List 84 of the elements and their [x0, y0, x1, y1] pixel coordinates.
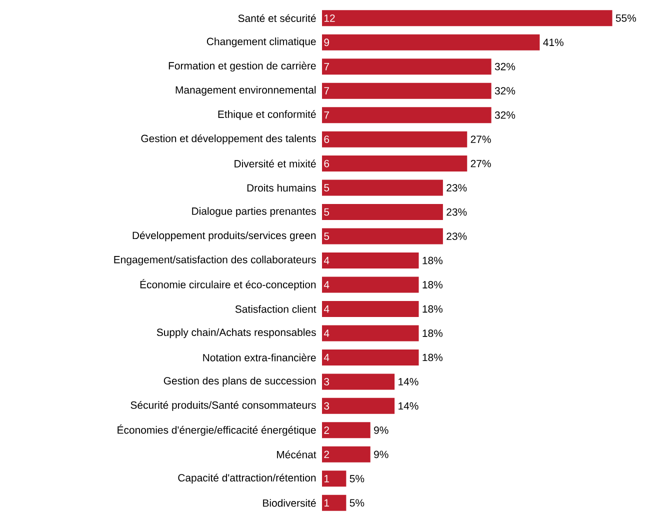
annotation: 18%: [422, 354, 443, 362]
data-label: 1: [324, 475, 329, 482]
data-label: 6: [324, 136, 330, 144]
y-tick-label: Sécurité produits/Santé consommateurs: [130, 400, 316, 411]
data-label: 7: [324, 63, 329, 70]
data-label: 2: [324, 450, 329, 458]
data-label: 4: [324, 330, 330, 337]
y-tick-label: Droits humains: [247, 184, 316, 192]
bar: [322, 204, 443, 220]
data-label: 12: [324, 14, 335, 22]
bar: [322, 131, 468, 148]
annotation: 32%: [494, 87, 516, 95]
y-tick-label: Mécénat: [277, 450, 316, 458]
bar: [322, 82, 492, 99]
data-label: 4: [324, 305, 330, 313]
y-tick-label: Changement climatique: [206, 37, 316, 48]
y-tick-label: Satisfaction client: [235, 305, 316, 313]
y-tick-label: Management environnemental: [176, 86, 316, 96]
annotation: 14%: [398, 402, 418, 410]
bar: [322, 398, 395, 414]
annotation: 23%: [446, 232, 467, 240]
y-tick-label: Capacité d'attraction/rétention: [178, 474, 316, 484]
y-tick-label: Biodiversité: [263, 498, 316, 507]
data-label: 7: [324, 111, 329, 119]
annotation: 32%: [494, 62, 516, 70]
bar: [322, 58, 492, 75]
data-label: 5: [324, 232, 330, 240]
annotation: 27%: [470, 136, 491, 143]
bar: [322, 446, 370, 462]
data-label: 5: [324, 208, 330, 216]
bar: [322, 494, 346, 511]
bar: [322, 470, 346, 487]
data-label: 1: [324, 499, 329, 506]
y-tick-label: Santé et sécurité: [238, 14, 316, 22]
annotation: 18%: [422, 281, 443, 288]
bar: [322, 10, 612, 26]
data-label: 4: [324, 354, 330, 362]
annotation: 9%: [374, 426, 388, 434]
bar: [322, 325, 419, 342]
annotation: 18%: [422, 256, 443, 264]
annotation: 18%: [422, 305, 443, 313]
bar: [322, 374, 395, 390]
y-tick-label: Formation et gestion de carrière: [168, 62, 316, 72]
bar: [322, 422, 370, 438]
annotation: 5%: [350, 474, 364, 482]
bar: [322, 252, 419, 269]
bar: [322, 228, 443, 244]
bar: [322, 349, 419, 366]
bar: [322, 107, 492, 124]
y-tick-label: Supply chain/Achats responsables: [156, 328, 316, 338]
y-tick-label: Engagement/satisfaction des collaborateurs: [114, 256, 316, 266]
data-label: 2: [324, 426, 329, 434]
bar: [322, 276, 419, 293]
annotation: 18%: [422, 330, 443, 337]
data-label: 3: [324, 378, 330, 386]
y-tick-label: Notation extra-financière: [203, 354, 316, 362]
annotation: 9%: [374, 450, 388, 458]
data-label: 6: [324, 160, 330, 168]
y-tick-label: Ethique et conformité: [218, 110, 316, 120]
annotation: 23%: [446, 208, 467, 216]
y-tick-label: Diversité et mixité: [234, 160, 316, 168]
annotation: 27%: [470, 160, 491, 168]
annotation: 55%: [616, 14, 636, 22]
bar: [322, 180, 443, 196]
annotation: 32%: [494, 111, 516, 119]
y-tick-label: Développement produits/services green: [132, 231, 316, 242]
data-label: 9: [324, 38, 330, 46]
y-tick-label: Gestion et développement des talents: [141, 134, 316, 144]
y-tick-label: Économie circulaire et éco-conception: [140, 279, 316, 290]
y-tick-label: Dialogue parties prenantes: [192, 207, 316, 217]
annotation: 5%: [350, 499, 364, 507]
data-label: 4: [324, 281, 330, 288]
y-tick-label: Économies d'énergie/efficacité énergétique: [118, 424, 316, 436]
bar: [322, 156, 468, 172]
bar: [322, 34, 540, 50]
y-tick-label: Gestion des plans de succession: [164, 376, 316, 387]
data-label: 5: [324, 184, 330, 192]
annotation: 23%: [446, 184, 467, 192]
data-label: 4: [324, 256, 330, 264]
data-label: 7: [324, 87, 329, 94]
bar: [322, 300, 419, 317]
annotation: 14%: [398, 378, 418, 386]
data-label: 3: [324, 402, 330, 410]
annotation: 41%: [543, 38, 564, 46]
